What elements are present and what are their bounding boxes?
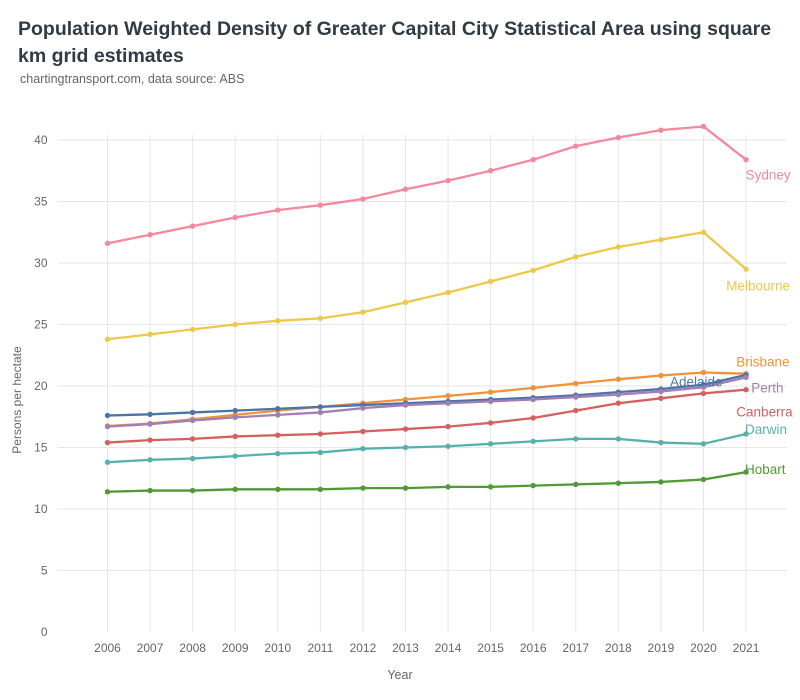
svg-text:2011: 2011: [307, 641, 333, 655]
svg-text:Hobart: Hobart: [745, 462, 786, 477]
svg-text:2006: 2006: [94, 641, 121, 655]
svg-text:30: 30: [34, 256, 48, 270]
svg-text:Perth: Perth: [751, 381, 783, 396]
svg-text:40: 40: [34, 133, 48, 147]
svg-text:Darwin: Darwin: [745, 422, 787, 437]
svg-text:2009: 2009: [222, 641, 249, 655]
svg-text:2016: 2016: [520, 641, 547, 655]
svg-text:Adelaide: Adelaide: [670, 374, 723, 389]
svg-text:10: 10: [34, 502, 48, 516]
svg-text:35: 35: [34, 195, 48, 209]
svg-text:2018: 2018: [605, 641, 632, 655]
svg-text:0: 0: [41, 625, 48, 639]
svg-text:Canberra: Canberra: [736, 404, 793, 419]
svg-text:2017: 2017: [562, 641, 589, 655]
svg-text:2015: 2015: [477, 641, 504, 655]
svg-text:2021: 2021: [733, 641, 760, 655]
svg-text:2020: 2020: [690, 641, 717, 655]
svg-text:2007: 2007: [137, 641, 164, 655]
svg-text:15: 15: [34, 441, 48, 455]
svg-text:2019: 2019: [648, 641, 675, 655]
svg-text:2008: 2008: [179, 641, 206, 655]
svg-text:25: 25: [34, 318, 48, 332]
svg-text:2013: 2013: [392, 641, 419, 655]
svg-text:2012: 2012: [350, 641, 377, 655]
svg-text:2014: 2014: [435, 641, 462, 655]
svg-text:5: 5: [41, 564, 48, 578]
svg-text:Brisbane: Brisbane: [736, 354, 789, 369]
svg-text:Melbourne: Melbourne: [726, 279, 790, 294]
svg-text:20: 20: [34, 379, 48, 393]
svg-text:Sydney: Sydney: [746, 167, 791, 182]
svg-text:2010: 2010: [264, 641, 291, 655]
